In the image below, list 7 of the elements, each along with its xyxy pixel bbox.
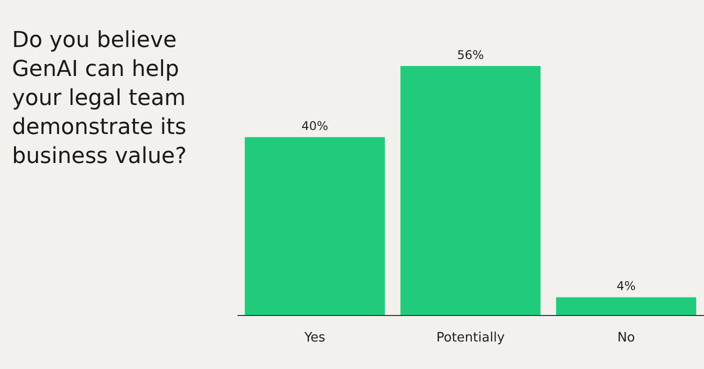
x-tick-label: No: [617, 330, 636, 346]
x-tick-label: Potentially: [436, 330, 505, 346]
x-tick-label: Yes: [303, 330, 326, 346]
data-label: 40%: [301, 119, 328, 134]
data-label: 4%: [616, 279, 636, 294]
data-label: 56%: [457, 48, 484, 62]
text: Do you believe GenAI can help your legal team demonstrate its business value?: [12, 27, 188, 171]
